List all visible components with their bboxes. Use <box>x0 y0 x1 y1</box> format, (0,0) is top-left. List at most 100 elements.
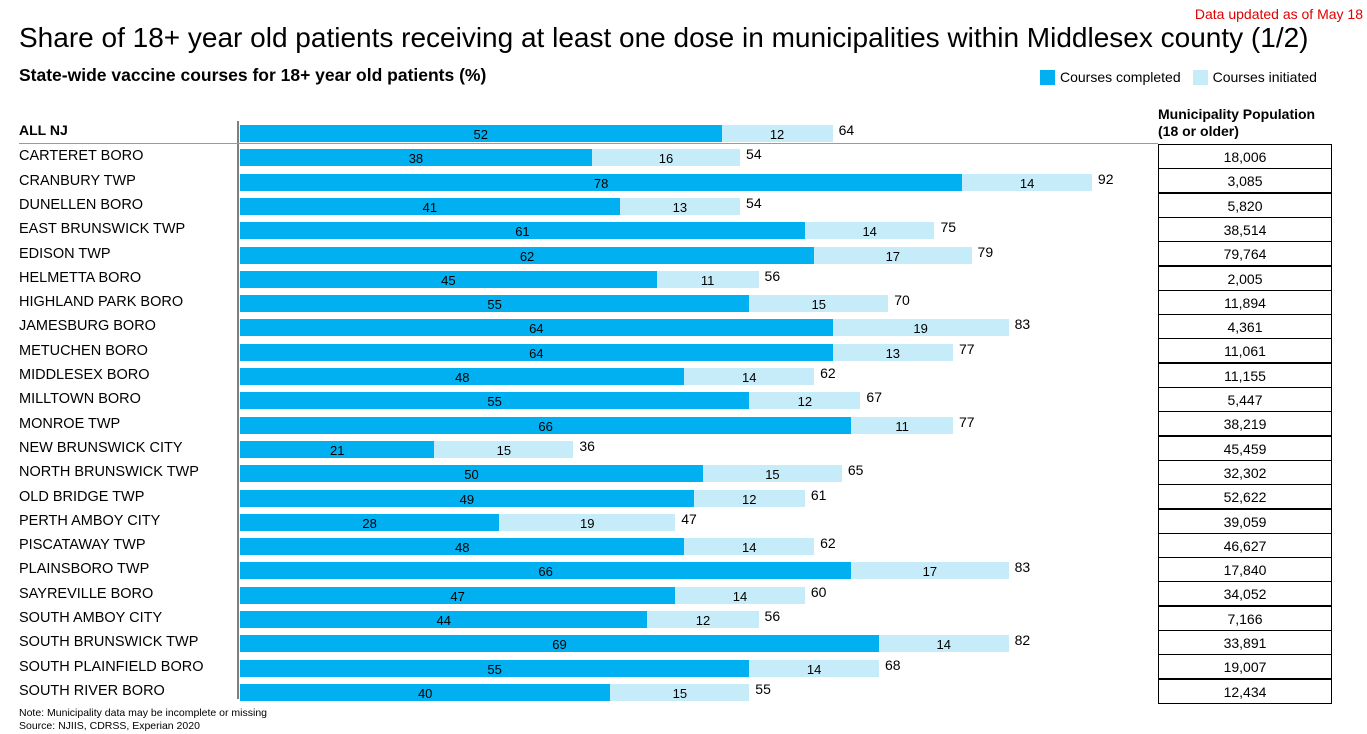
row-label: SOUTH BRUNSWICK TWP <box>19 634 199 651</box>
row-label-all-nj: ALL NJ <box>19 122 68 138</box>
population-cell: 5,447 <box>1158 387 1332 412</box>
bar-initiated <box>693 489 805 507</box>
value-label-completed: 45 <box>441 272 456 288</box>
row-label: SOUTH AMBOY CITY <box>19 610 163 626</box>
population-cell: 11,894 <box>1158 289 1332 315</box>
axis-line <box>237 121 239 699</box>
legend-completed-swatch <box>1040 69 1055 85</box>
value-label-initiated: 15 <box>672 685 688 701</box>
value-label-initiated: 13 <box>672 199 688 215</box>
population-cell: 2,005 <box>1158 265 1332 291</box>
row-label: DUNELLEN BORO <box>19 196 144 213</box>
bar-completed <box>240 416 852 434</box>
bar-initiated <box>832 343 953 361</box>
row-label: MONROE TWP <box>19 415 121 432</box>
value-label-initiated: 11 <box>895 418 909 434</box>
population-cell: 7,166 <box>1158 605 1332 631</box>
bar-completed <box>240 562 852 580</box>
bar-completed <box>240 173 963 191</box>
bar-initiated <box>721 125 833 142</box>
value-label-completed: 21 <box>329 442 345 458</box>
value-label-initiated: 17 <box>922 564 938 580</box>
row-label: SOUTH RIVER BORO <box>19 682 165 699</box>
total-label: 54 <box>746 146 762 163</box>
value-label-initiated: 14 <box>862 224 877 240</box>
bar-initiated <box>814 246 972 264</box>
bar-completed <box>240 586 676 604</box>
population-cell: 4,361 <box>1158 314 1332 340</box>
value-label-initiated: 12 <box>797 394 813 410</box>
bar-completed <box>240 295 750 313</box>
value-label-initiated: 11 <box>700 272 715 288</box>
total-label: 56 <box>764 608 781 624</box>
bar-initiated <box>610 683 750 701</box>
population-cell: 39,059 <box>1158 508 1332 534</box>
bar-completed <box>240 343 833 361</box>
total-label: 60 <box>810 583 827 600</box>
value-label-initiated: 19 <box>580 515 595 531</box>
bar-completed <box>240 246 815 264</box>
value-label-initiated: 15 <box>496 442 512 458</box>
total-label: 47 <box>681 510 697 527</box>
value-label-completed: 49 <box>459 491 475 507</box>
value-label-completed: 66 <box>538 564 553 580</box>
total-label: 56 <box>764 267 781 284</box>
population-header-line1: Municipality Population <box>1158 106 1316 122</box>
bar-completed <box>240 635 879 653</box>
population-cell: 38,219 <box>1158 411 1332 437</box>
bar-completed <box>240 319 833 337</box>
value-label-initiated: 12 <box>769 127 785 142</box>
population-cell: 3,085 <box>1158 168 1332 194</box>
value-label-initiated: 15 <box>811 297 826 313</box>
population-cell: 32,302 <box>1158 459 1332 485</box>
population-header-line2: (18 or older) <box>1158 123 1239 139</box>
total-label: 54 <box>746 194 762 211</box>
row-label: SAYREVILLE BORO <box>19 585 154 602</box>
footnote-source: Source: NJIIS, CDRSS, Experian 2020 <box>19 720 200 732</box>
total-label: 62 <box>820 365 836 381</box>
row-label: CRANBURY TWP <box>19 172 136 189</box>
row-label: EAST BRUNSWICK TWP <box>19 221 186 238</box>
total-label: 77 <box>959 340 975 357</box>
bar-completed <box>240 683 611 701</box>
bar-initiated <box>851 416 954 434</box>
value-label-completed: 64 <box>529 345 544 361</box>
row-label: SOUTH PLAINFIELD BORO <box>19 658 204 675</box>
row-label: MIDDLESEX BORO <box>19 367 150 383</box>
total-label: 65 <box>847 462 864 479</box>
value-label-completed: 47 <box>450 588 465 604</box>
bar-initiated <box>749 392 861 410</box>
total-label: 75 <box>940 219 957 236</box>
total-label: 68 <box>884 656 901 673</box>
separator-line <box>19 143 1158 144</box>
row-label: PLAINSBORO TWP <box>19 561 150 578</box>
legend-completed: Courses completed <box>1040 69 1181 85</box>
value-label-completed: 38 <box>408 151 424 167</box>
bar-completed <box>240 392 750 410</box>
footnote-note: Note: Municipality data may be incomplet… <box>19 707 268 719</box>
population-cell: 11,155 <box>1158 362 1332 388</box>
row-label: METUCHEN BORO <box>19 342 148 359</box>
value-label-initiated: 12 <box>742 491 757 507</box>
bar-initiated <box>832 319 1009 337</box>
value-label-initiated: 17 <box>885 248 901 264</box>
total-label: 64 <box>838 122 855 138</box>
population-cell: 17,840 <box>1158 557 1332 583</box>
bar-completed <box>240 538 685 556</box>
value-label-completed: 78 <box>593 175 609 191</box>
total-label: 61 <box>810 486 827 503</box>
bar-completed <box>240 465 703 483</box>
value-label-completed: 61 <box>515 224 530 240</box>
population-cell: 38,514 <box>1158 216 1332 242</box>
row-label: EDISON TWP <box>19 245 111 262</box>
bar-initiated <box>499 513 676 531</box>
bar-initiated <box>684 368 815 385</box>
row-label: CARTERET BORO <box>19 148 144 165</box>
population-cell: 79,764 <box>1158 241 1332 267</box>
row-label: PERTH AMBOY CITY <box>19 512 161 529</box>
value-label-completed: 50 <box>464 467 479 483</box>
value-label-initiated: 14 <box>936 637 951 653</box>
row-label: OLD BRIDGE TWP <box>19 488 145 505</box>
total-label: 55 <box>755 680 771 697</box>
row-label: NEW BRUNSWICK CITY <box>19 439 183 456</box>
